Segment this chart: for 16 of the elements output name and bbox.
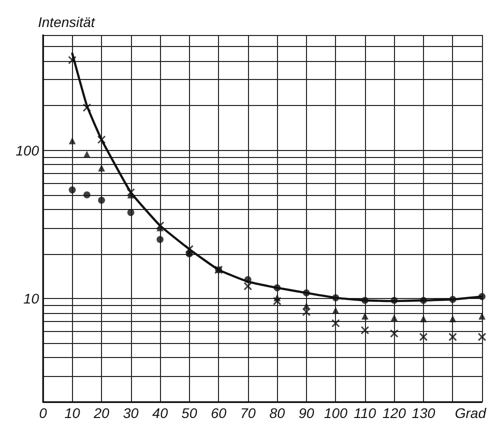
x-tick-label: 60 — [210, 405, 227, 421]
x-tick-label: 90 — [298, 405, 314, 421]
y-axis-title: Intensität — [38, 14, 96, 30]
x-tick-label: 30 — [123, 405, 139, 421]
x-tick-label: 120 — [382, 405, 406, 421]
x-axis-title: Grad — [454, 405, 488, 421]
x-tick-label: 40 — [152, 405, 168, 421]
x-tick-label: 110 — [354, 405, 376, 421]
x-tick-label: 70 — [240, 405, 256, 421]
x-tick-label: 20 — [92, 405, 110, 421]
x-tick-label: 50 — [182, 405, 198, 421]
x-tick-label: 100 — [324, 405, 348, 421]
x-tick-label: 130 — [412, 405, 436, 421]
x-tick-label: 10 — [64, 405, 80, 421]
x-tick-label: 0 — [39, 405, 48, 421]
x-tick-label: 80 — [269, 405, 286, 421]
